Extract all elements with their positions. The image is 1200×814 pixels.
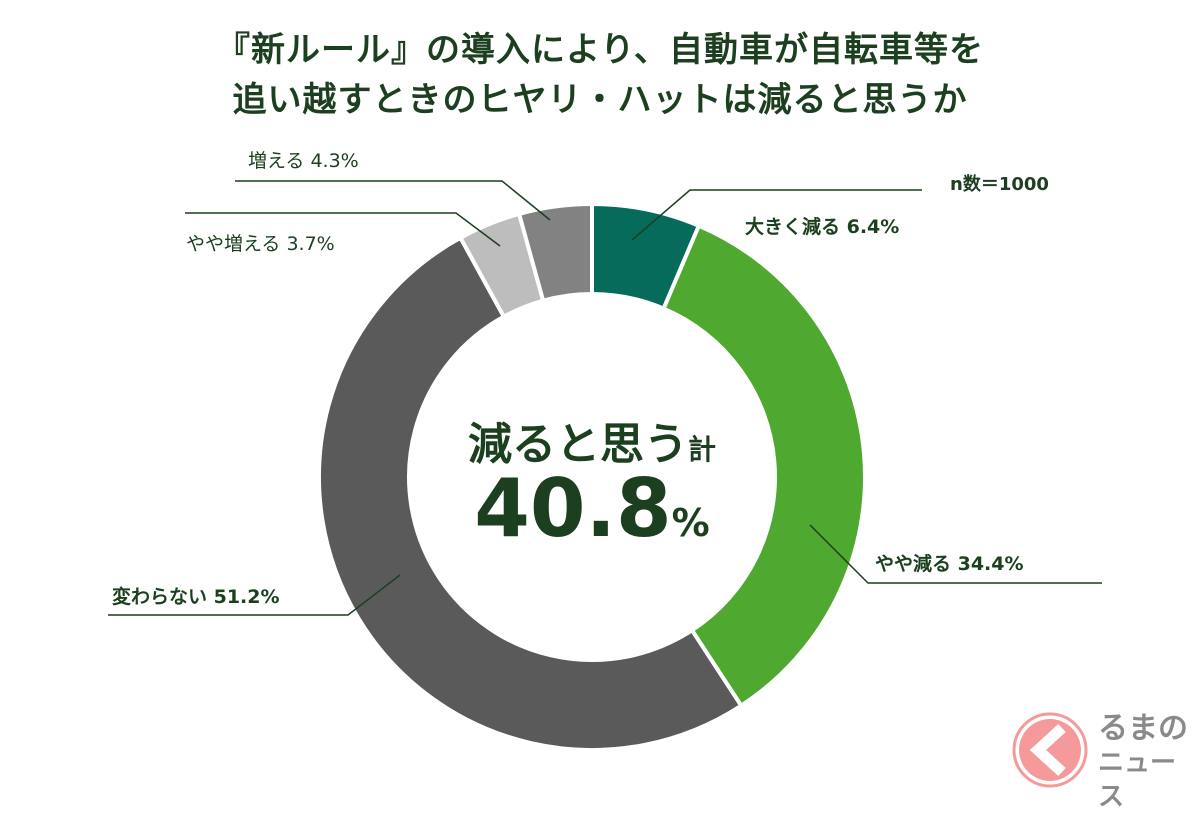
logo-chevron-icon bbox=[1012, 712, 1088, 788]
logo-text-line-1: るまの bbox=[1098, 711, 1188, 746]
leader-line-yaya-heru bbox=[809, 524, 1102, 584]
leader-line-kawaranai bbox=[108, 574, 401, 616]
donut-slice-kawaranai bbox=[317, 235, 744, 752]
center-label-suffix: 計 bbox=[687, 433, 716, 466]
slice-label-yaya-fueru: やや増える 3.7% bbox=[186, 233, 335, 255]
chart-title-line-2: 追い越すときのヒヤリ・ハットは減ると思うか bbox=[232, 80, 968, 120]
leader-line-yaya-fueru bbox=[185, 212, 501, 247]
center-label: 減ると思う計 bbox=[392, 408, 792, 472]
donut-slice-fueru bbox=[516, 201, 594, 304]
center-label-text: 減ると思う bbox=[467, 419, 688, 470]
donut-slice-yaya-heru bbox=[660, 223, 867, 709]
center-value-unit: % bbox=[671, 501, 710, 545]
slice-label-ookiku-heru: 大きく減る 6.4% bbox=[745, 216, 900, 238]
sample-size-label: n数＝1000 bbox=[950, 174, 1049, 195]
leader-line-ookiku-heru bbox=[631, 189, 922, 241]
slice-label-kawaranai: 変わらない 51.2% bbox=[112, 586, 280, 608]
logo-text-line-2: ニュース bbox=[1098, 748, 1177, 812]
logo-text: るまの ニュース bbox=[1098, 712, 1200, 814]
center-value-number: 40.8 bbox=[474, 462, 672, 555]
center-value: 40.8% bbox=[392, 462, 792, 555]
slice-label-fueru: 増える 4.3% bbox=[248, 150, 359, 172]
slice-label-yaya-heru: やや減る 34.4% bbox=[875, 553, 1024, 575]
chart-title-line-1: 『新ルール』の導入により、自動車が自転車等を bbox=[216, 30, 984, 70]
leader-line-fueru bbox=[235, 180, 551, 221]
